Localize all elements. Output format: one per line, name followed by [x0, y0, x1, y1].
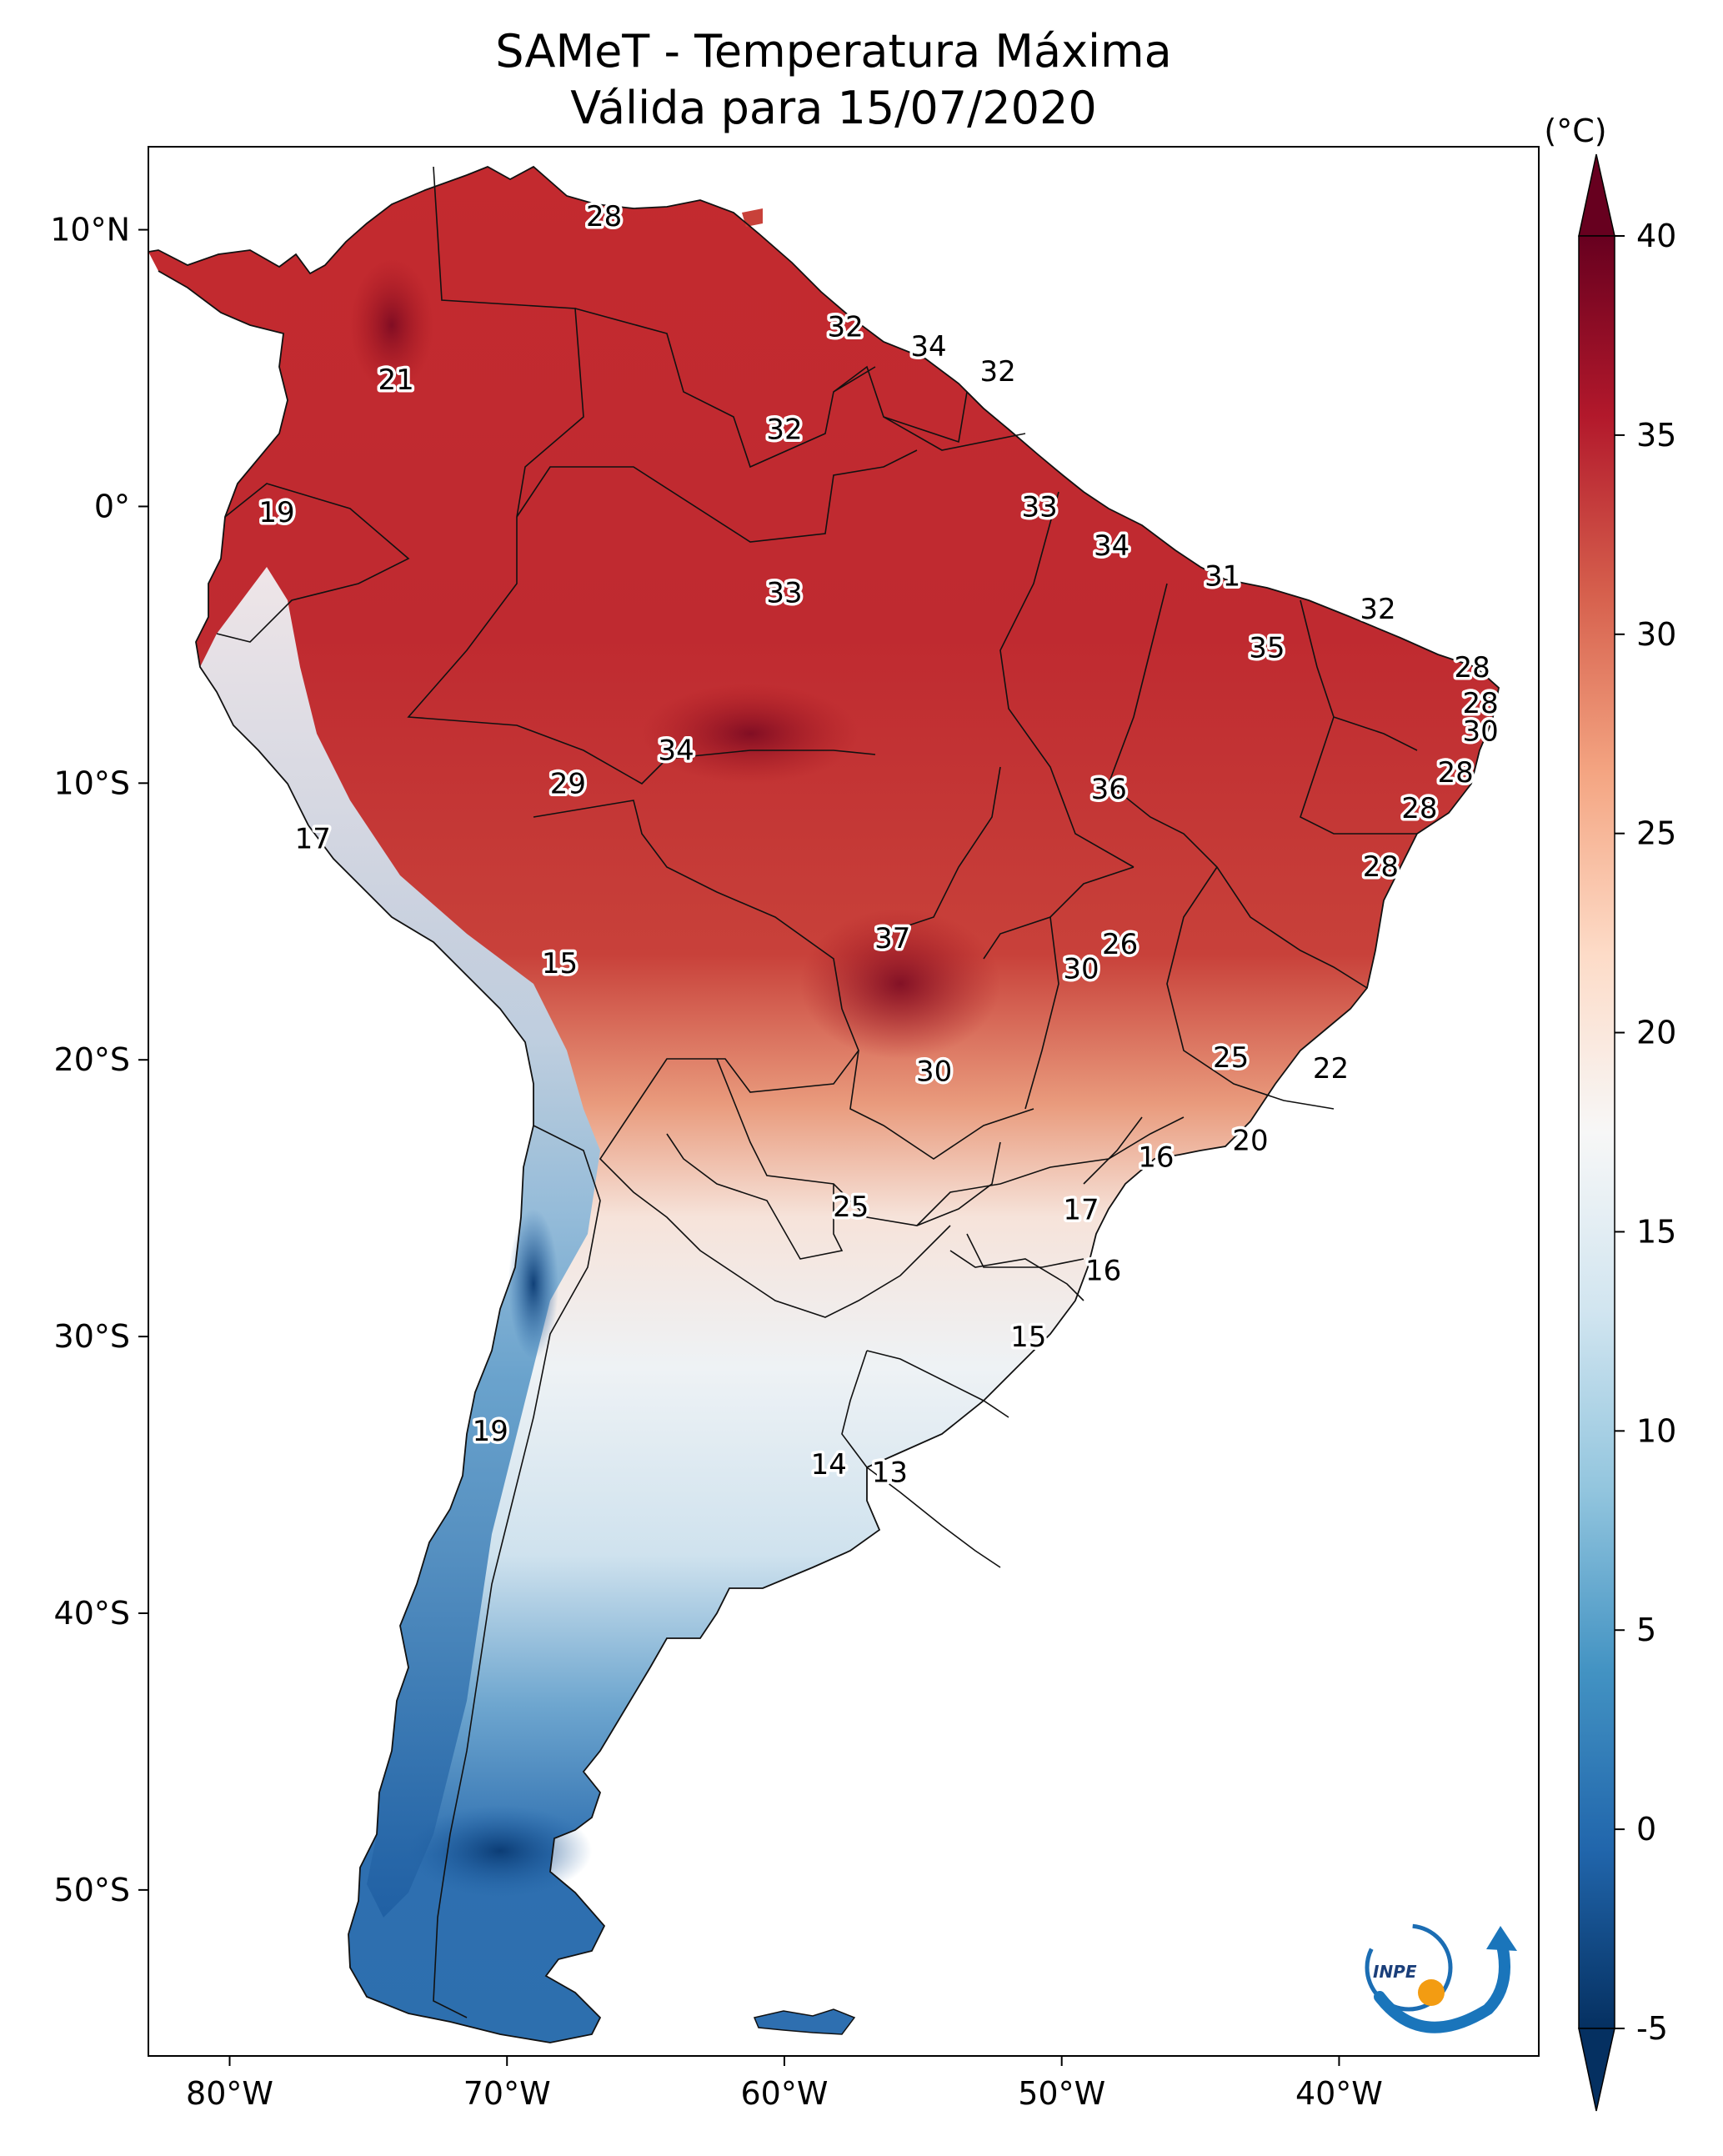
- colorbar-extend-max: [1578, 153, 1615, 237]
- station-temperature-label: 19: [258, 496, 294, 529]
- station-temperature-label: 28: [1401, 792, 1437, 825]
- colorbar-tick-label: 5: [1636, 1612, 1656, 1648]
- station-temperature-label: 16: [1138, 1141, 1174, 1174]
- country-borders: [216, 166, 1418, 2018]
- x-tick-label: 70°W: [463, 2075, 551, 2112]
- station-temperature-label: 36: [1091, 773, 1127, 806]
- inpe-logo-text: INPE: [1373, 1962, 1417, 1982]
- x-tick-label: 60°W: [740, 2075, 828, 2112]
- colorbar-tick-label: 10: [1636, 1412, 1676, 1449]
- station-temperature-label: 28: [1462, 687, 1498, 720]
- station-temperature-label: 28: [1363, 850, 1399, 884]
- colorbar-tick-label: 0: [1636, 1811, 1656, 1848]
- y-tick-label: 20°S: [54, 1041, 130, 1078]
- station-temperature-label: 28: [1455, 651, 1490, 684]
- x-axis-ticks: 80°W 70°W 60°W 50°W 40°W: [186, 2056, 1383, 2112]
- station-temperature-label: 21: [378, 364, 413, 397]
- y-tick-label: 50°S: [54, 1872, 130, 1908]
- trinidad-island: [742, 208, 763, 227]
- falkland-islands: [753, 2008, 856, 2035]
- station-temperature-label: 26: [1102, 928, 1138, 961]
- colorbar-tick-label: 35: [1636, 417, 1676, 454]
- title-line-2: Válida para 15/07/2020: [570, 82, 1096, 134]
- station-temperature-label: 14: [811, 1448, 847, 1482]
- station-temperature-label: 34: [1094, 529, 1129, 563]
- station-temperature-label: 16: [1085, 1254, 1121, 1287]
- station-temperature-label: 28: [586, 200, 622, 233]
- station-temperature-label: 20: [1232, 1124, 1268, 1157]
- station-temperature-label: 13: [872, 1457, 908, 1490]
- cold-core-patagonia: [408, 1805, 592, 1897]
- y-tick-label: 30°S: [54, 1318, 130, 1355]
- station-temperature-label: 25: [833, 1191, 869, 1224]
- map-frame: [148, 146, 1540, 2057]
- station-temperature-label: 17: [295, 823, 331, 856]
- title-line-1: SAMeT - Temperatura Máxima: [495, 25, 1171, 78]
- cold-core-andes: [508, 1209, 558, 1359]
- station-temperature-label: 34: [659, 735, 694, 768]
- station-temperature-label: 29: [550, 767, 586, 800]
- station-temperature-label: 32: [1360, 593, 1395, 626]
- colorbar-tick-label: -5: [1636, 2010, 1668, 2047]
- station-temperature-label: 31: [1205, 559, 1240, 593]
- station-temperature-label: 15: [542, 947, 578, 980]
- colorbar-unit: (°C): [1544, 113, 1606, 149]
- y-tick-label: 0°: [94, 488, 130, 524]
- hot-core-amazon: [642, 684, 859, 784]
- station-temperature-label: 25: [1213, 1041, 1249, 1075]
- station-temperature-label: 30: [1063, 953, 1099, 986]
- station-temperature-label: 34: [910, 330, 946, 364]
- station-temperature-label: 33: [766, 576, 802, 609]
- land-temperature-field: [148, 167, 1499, 2043]
- x-tick-label: 50°W: [1018, 2075, 1105, 2112]
- coastline: [148, 165, 1500, 2043]
- station-temperature-label: 33: [1021, 490, 1057, 524]
- station-temperature-label: 32: [980, 355, 1016, 389]
- station-temperature-label: 35: [1249, 632, 1285, 665]
- station-temperature-label: 37: [874, 922, 910, 955]
- y-tick-label: 10°N: [50, 212, 130, 248]
- station-temperature-label: 30: [1462, 714, 1498, 748]
- station-temperature-label: 19: [473, 1415, 508, 1448]
- colorbar-tick-label: 25: [1636, 815, 1676, 852]
- inpe-logo: INPE: [1365, 1923, 1517, 2033]
- colorbar-tick-label: 30: [1636, 616, 1676, 653]
- colorbar-tick-label: 15: [1636, 1213, 1676, 1250]
- y-axis-ticks: 10°N 0° 10°S 20°S 30°S 40°S 50°S: [50, 212, 148, 1908]
- x-tick-label: 80°W: [186, 2075, 273, 2112]
- station-temperature-label: 28: [1438, 756, 1474, 790]
- y-tick-label: 40°S: [54, 1595, 130, 1632]
- y-tick-label: 10°S: [54, 765, 130, 801]
- station-temperature-label: 17: [1063, 1193, 1099, 1226]
- station-temperature-label: 30: [916, 1055, 952, 1088]
- station-temperature-label: 32: [828, 311, 864, 344]
- hot-core-mato-grosso: [800, 909, 1000, 1059]
- station-temperature-label: 32: [766, 414, 802, 447]
- colorbar-tick-label: 40: [1636, 218, 1676, 254]
- colorbar: (°C) 40 35 30 25 20 15 10 5 0 -5: [1544, 113, 1676, 2112]
- colorbar-body: [1578, 235, 1615, 2029]
- map-panel: [148, 147, 1539, 2056]
- colorbar-tick-label: 20: [1636, 1015, 1676, 1051]
- colorbar-ticks: 40 35 30 25 20 15 10 5 0 -5: [1615, 218, 1676, 2047]
- hot-core-colombia: [350, 258, 433, 392]
- x-tick-label: 40°W: [1295, 2075, 1383, 2112]
- colorbar-extend-min: [1578, 2028, 1615, 2112]
- station-temperature-label: 15: [1010, 1321, 1046, 1354]
- station-temperature-label: 22: [1313, 1052, 1349, 1086]
